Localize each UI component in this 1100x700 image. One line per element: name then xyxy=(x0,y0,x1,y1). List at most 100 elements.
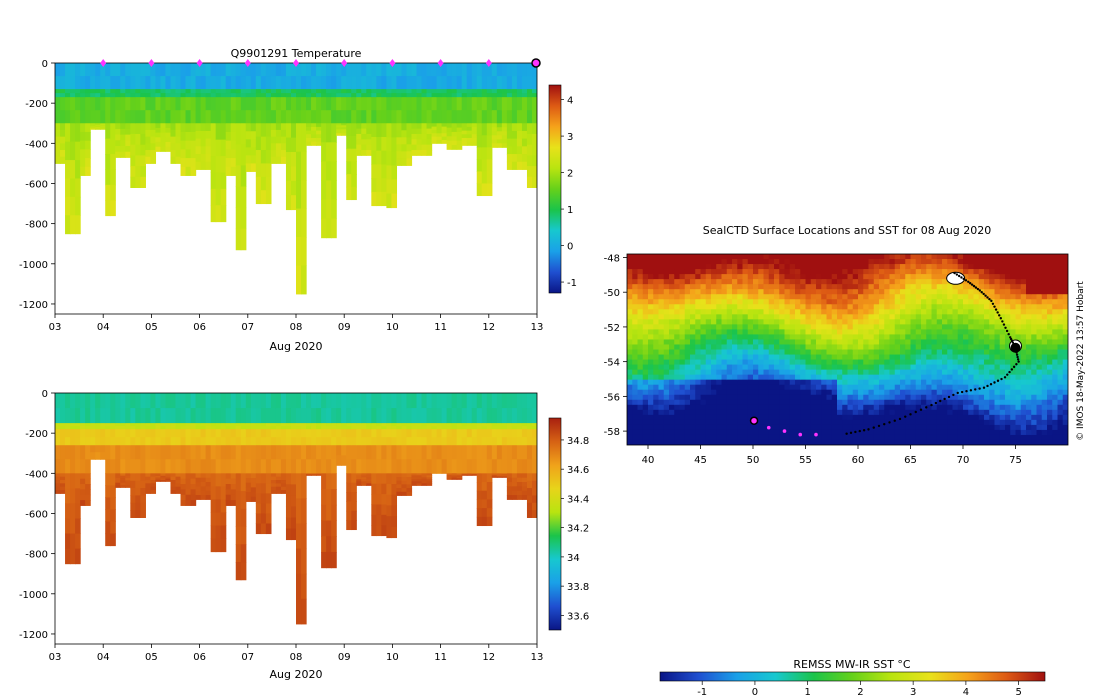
sst-cell xyxy=(837,424,843,431)
sst-cell xyxy=(768,334,775,340)
y-tick-label: -200 xyxy=(25,429,48,440)
section-cell xyxy=(516,423,523,427)
sst-cell xyxy=(747,264,754,270)
section-cell xyxy=(396,477,403,482)
sst-cell xyxy=(873,269,880,275)
sst-cell xyxy=(821,439,827,445)
section-cell xyxy=(431,63,438,77)
sst-cell xyxy=(800,279,806,285)
section-cell xyxy=(441,429,448,438)
section-cell xyxy=(115,478,121,481)
section-cell xyxy=(105,473,111,486)
section-cell xyxy=(120,408,126,424)
sst-cell xyxy=(795,409,801,416)
sst-cell xyxy=(810,389,817,396)
section-cell xyxy=(481,516,488,527)
sst-cell xyxy=(879,349,885,356)
section-cell xyxy=(381,459,387,474)
sst-cell xyxy=(753,429,759,436)
sst-cell xyxy=(716,349,722,356)
sst-cell xyxy=(732,334,738,340)
sst-cell xyxy=(868,254,875,260)
sst-cell xyxy=(805,319,812,325)
section-cell xyxy=(225,489,232,496)
sst-cell xyxy=(842,309,848,315)
section-cell xyxy=(466,89,473,94)
section-cell xyxy=(501,423,508,427)
section-cell xyxy=(260,437,267,446)
section-cell xyxy=(160,146,167,152)
sst-cell xyxy=(894,284,901,290)
section-cell xyxy=(531,426,537,430)
sst-cell xyxy=(648,354,654,361)
sst-cell xyxy=(921,379,927,386)
sst-cell xyxy=(884,264,890,270)
sst-cell xyxy=(784,399,791,406)
section-cell xyxy=(215,93,222,98)
sst-cell xyxy=(737,279,743,285)
section-cell xyxy=(426,63,433,77)
sst-cell xyxy=(779,354,785,361)
section-cell xyxy=(265,483,272,494)
section-cell xyxy=(371,76,377,90)
sst-cell xyxy=(816,299,822,305)
sst-cell xyxy=(921,264,927,270)
section-cell xyxy=(391,137,398,152)
sst-cell xyxy=(742,279,749,285)
sst-cell xyxy=(690,414,696,421)
section-cell xyxy=(65,445,71,460)
section-cell xyxy=(431,408,438,424)
section-cell xyxy=(301,573,307,600)
section-cell xyxy=(140,76,146,90)
section-cell xyxy=(210,205,217,223)
section-cell xyxy=(115,89,121,94)
section-cell xyxy=(280,136,287,144)
section-cell xyxy=(361,437,367,446)
sst-cell xyxy=(674,389,680,396)
sst-cell xyxy=(768,399,775,406)
section-cell xyxy=(481,63,488,77)
sst-cell xyxy=(627,319,633,325)
sst-cell xyxy=(858,329,864,335)
sst-cell xyxy=(632,359,638,366)
sst-cell xyxy=(921,374,927,381)
section-cell xyxy=(366,133,372,140)
section-cell xyxy=(376,89,382,94)
sst-cell xyxy=(894,309,901,315)
sst-cell xyxy=(894,324,901,330)
section-cell xyxy=(145,89,151,94)
section-cell xyxy=(180,437,187,446)
section-cell xyxy=(391,165,398,180)
section-cell xyxy=(301,423,307,427)
section-cell xyxy=(451,97,458,111)
sst-cell xyxy=(858,389,864,396)
sst-cell xyxy=(842,389,848,396)
section-cell xyxy=(361,481,367,484)
sst-cell xyxy=(868,299,875,305)
section-cell xyxy=(115,123,121,130)
section-cell xyxy=(346,482,352,493)
sst-cell xyxy=(784,319,791,325)
section-cell xyxy=(145,97,151,111)
sst-cell xyxy=(921,289,927,295)
sst-cell xyxy=(805,379,812,386)
sst-cell xyxy=(847,414,854,421)
section-cell xyxy=(501,131,508,136)
sst-cell xyxy=(952,349,959,356)
section-cell xyxy=(75,141,81,161)
section-cell xyxy=(501,473,508,476)
sst-cell xyxy=(910,274,917,280)
sst-cell xyxy=(747,394,754,401)
sst-cell xyxy=(711,269,717,275)
section-cell xyxy=(135,155,141,167)
sst-cell xyxy=(826,369,833,376)
section-cell xyxy=(386,516,392,528)
sst-cell xyxy=(784,294,791,300)
section-cell xyxy=(235,63,242,77)
sst-cell xyxy=(926,384,932,391)
sst-cell xyxy=(705,309,712,315)
sst-cell xyxy=(873,419,880,426)
section-cell xyxy=(130,93,136,98)
section-cell xyxy=(150,393,157,409)
section-cell xyxy=(501,475,508,477)
